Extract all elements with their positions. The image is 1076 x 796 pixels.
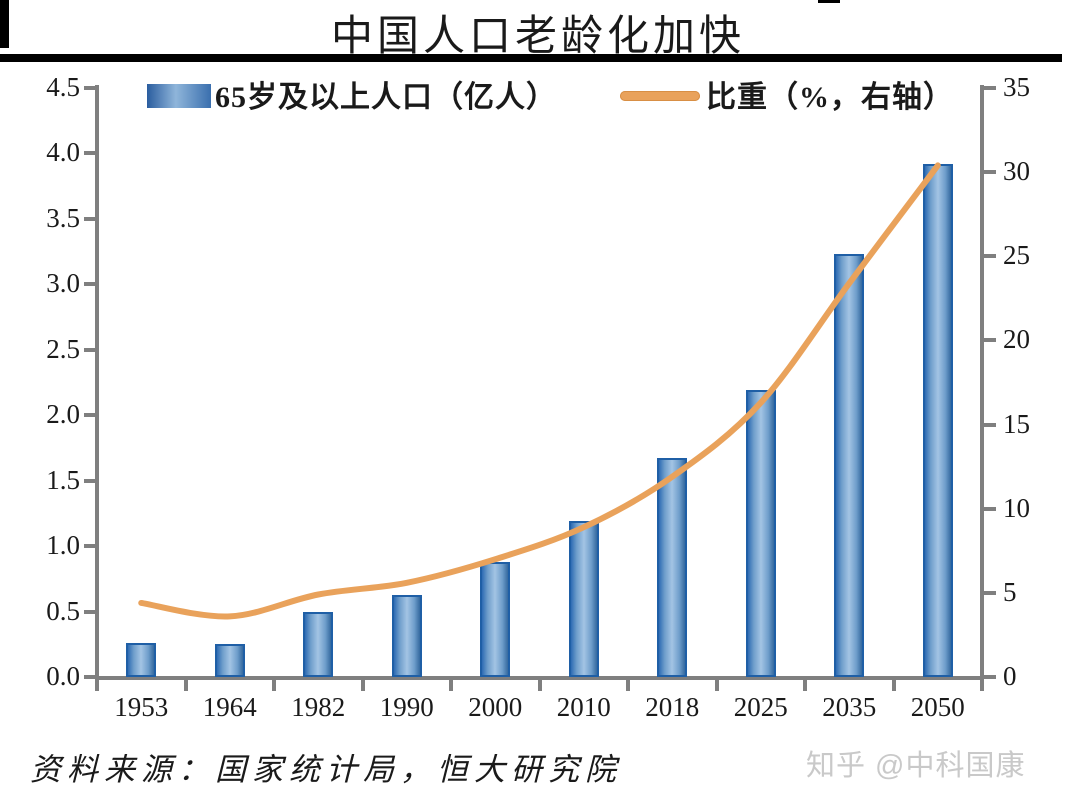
x-axis-tick (980, 680, 984, 691)
right-axis-tick (984, 675, 996, 679)
right-axis-tick-label: 30 (1003, 156, 1030, 187)
chart-title: 中国人口老龄化加快 (330, 14, 745, 60)
x-axis-tick (360, 680, 365, 691)
x-axis-tick (803, 680, 807, 691)
x-axis-category-label: 1990 (379, 692, 434, 722)
x-axis-tick (537, 680, 542, 691)
left-axis-tick-label: 1.5 (46, 464, 80, 495)
left-axis-tick-label: 0.5 (46, 595, 80, 626)
x-axis-category-label: 2050 (910, 692, 965, 722)
watermark: 知乎 @中科国康 (806, 750, 1026, 782)
population-bar (480, 561, 511, 677)
left-axis-tick (84, 478, 96, 483)
right-axis-tick (984, 338, 996, 343)
population-bar (657, 458, 688, 677)
population-bar (568, 521, 599, 677)
population-bar (834, 254, 865, 677)
right-axis-tick (984, 170, 996, 175)
x-axis-category-label: 1953 (114, 692, 169, 722)
share-line-path (138, 162, 941, 620)
x-axis-category-label: 2035 (822, 692, 877, 722)
legend-bar-label: 65岁及以上人口（亿人） (215, 81, 557, 114)
x-axis-tick (891, 680, 896, 691)
x-axis-tick (626, 680, 630, 691)
left-axis-tick (84, 282, 96, 287)
population-bar (214, 644, 245, 677)
legend-bar-swatch-icon (147, 84, 211, 108)
x-axis-category-label: 1964 (202, 692, 257, 722)
right-axis-tick-label: 5 (1003, 576, 1017, 607)
x-axis-tick (449, 680, 453, 691)
x-axis-category-label: 2018 (645, 692, 700, 722)
left-axis-tick (84, 151, 96, 156)
right-axis-tick-label: 35 (1003, 72, 1030, 102)
x-axis-category-label: 2025 (733, 692, 788, 722)
right-axis-tick-label: 25 (1003, 240, 1030, 271)
x-axis-category-label: 2010 (556, 692, 611, 722)
left-axis-tick (84, 413, 96, 418)
right-axis-tick-label: 10 (1003, 492, 1030, 523)
right-axis-tick-label: 0 (1003, 661, 1017, 691)
screenshot-corner-artifact (0, 0, 9, 48)
population-bar (391, 594, 422, 677)
left-axis-tick-label: 2.0 (46, 399, 80, 430)
left-axis-tick (84, 86, 96, 90)
left-axis-tick-label: 3.0 (46, 268, 80, 299)
population-bar (303, 611, 334, 677)
right-axis-tick (984, 254, 996, 259)
left-axis-tick-label: 4.0 (46, 137, 80, 168)
left-axis-tick (84, 544, 96, 549)
source-note: 资料来源：国家统计局，恒大研究院 (30, 752, 622, 787)
left-axis-tick (84, 675, 96, 679)
x-axis-category-label: 2000 (468, 692, 523, 722)
population-bar (745, 390, 776, 677)
right-axis-tick (984, 506, 996, 511)
right-axis-tick (984, 422, 996, 427)
right-y-axis (980, 85, 984, 680)
right-axis-tick (984, 590, 996, 595)
left-axis-tick-label: 2.5 (46, 333, 80, 364)
left-axis-tick-label: 1.0 (46, 530, 80, 561)
x-axis-tick (714, 680, 719, 691)
left-axis-tick (84, 347, 96, 352)
population-bar (126, 642, 157, 677)
title-divider-line (0, 54, 1062, 62)
screenshot-edge-artifact (818, 0, 840, 3)
left-axis-tick-label: 3.5 (46, 202, 80, 233)
x-axis-tick (272, 680, 276, 691)
left-axis-tick-label: 4.5 (46, 72, 80, 102)
right-axis-tick-label: 20 (1003, 324, 1030, 355)
legend-line-label: 比重（%，右轴） (706, 81, 954, 114)
left-axis-tick (84, 216, 96, 221)
x-axis-tick (183, 680, 188, 691)
x-axis-category-label: 1982 (291, 692, 346, 722)
left-y-axis (95, 85, 99, 680)
x-axis (95, 676, 984, 680)
left-axis-tick (84, 609, 96, 614)
population-bar (922, 163, 953, 677)
right-axis-tick (984, 86, 996, 90)
legend-line-swatch-icon (620, 91, 700, 101)
x-axis-tick (95, 680, 99, 691)
left-axis-tick-label: 0.0 (46, 661, 80, 691)
right-axis-tick-label: 15 (1003, 408, 1030, 439)
